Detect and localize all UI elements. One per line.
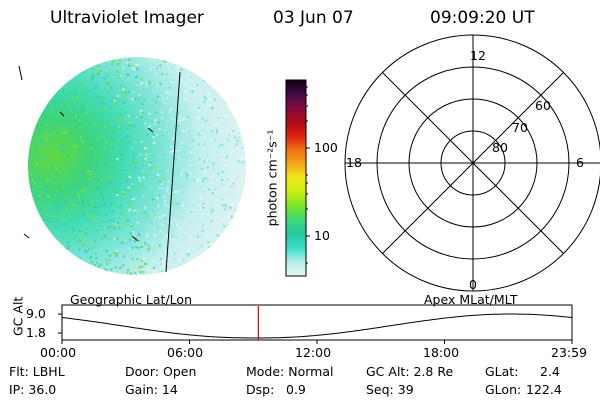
info-glon-label: GLon: (485, 382, 522, 397)
lat-label-60: 60 (535, 98, 551, 113)
colorbar (285, 79, 310, 277)
orbit-panel (58, 304, 573, 344)
edge-mark (147, 127, 154, 133)
image-date: 03 Jun 07 (273, 8, 354, 28)
info-dsp-label: Dsp: (246, 382, 275, 397)
info-ip: IP: 36.0 (9, 382, 57, 397)
orbit-right-label: Apex MLat/MLT (424, 292, 518, 307)
info-glat-label: GLat: (485, 364, 519, 379)
colorbar-unit-label: photon cm⁻²s⁻¹ (264, 129, 280, 227)
colorbar-tick-label: 10 (314, 228, 330, 243)
orbit-left-label: Geographic Lat/Lon (70, 292, 192, 307)
colorbar-tick-label: 100 (314, 140, 338, 155)
instrument-title: Ultraviolet Imager (50, 8, 204, 28)
polar-grid (344, 34, 600, 292)
orbit-x-tick-label: 00:00 (40, 345, 77, 360)
edge-mark (23, 233, 30, 239)
lat-label-80: 80 (492, 140, 508, 155)
info-filter: Flt: LBHL (9, 364, 65, 379)
info-door: Door: Open (125, 364, 197, 379)
mlt-label-12: 12 (470, 48, 486, 63)
orbit-x-tick-label: 23:59 (551, 345, 588, 360)
edge-mark (59, 111, 65, 117)
orbit-axis-title: GC Alt (10, 296, 26, 336)
mlt-label-6: 6 (576, 155, 584, 170)
lat-label-70: 70 (512, 120, 528, 135)
mlt-label-18: 18 (346, 155, 362, 170)
info-mode: Mode: Normal (246, 364, 334, 379)
info-glat-value: 2.4 (540, 364, 560, 379)
orbit-y-tick-top: 9.0 (26, 306, 46, 321)
orbit-x-tick-label: 18:00 (423, 345, 460, 360)
auroral-image (18, 57, 246, 275)
info-gain: Gain: 14 (125, 382, 178, 397)
edge-mark (18, 65, 23, 81)
info-dsp-value: 0.9 (286, 382, 306, 397)
altitude-curve (61, 313, 573, 339)
terminator-line (165, 71, 181, 273)
orbit-y-tick-bottom: 1.8 (26, 325, 46, 340)
image-time: 09:09:20 UT (430, 8, 535, 28)
info-seq: Seq: 39 (366, 382, 414, 397)
orbit-x-ticks (61, 340, 573, 344)
info-gc-alt: GC Alt: 2.8 Re (366, 364, 454, 379)
mlt-label-0: 0 (469, 277, 477, 292)
orbit-x-tick-label: 12:00 (295, 345, 332, 360)
orbit-x-tick-label: 06:00 (167, 345, 204, 360)
info-glon-value: 122.4 (526, 382, 562, 397)
edge-mark (131, 235, 139, 242)
